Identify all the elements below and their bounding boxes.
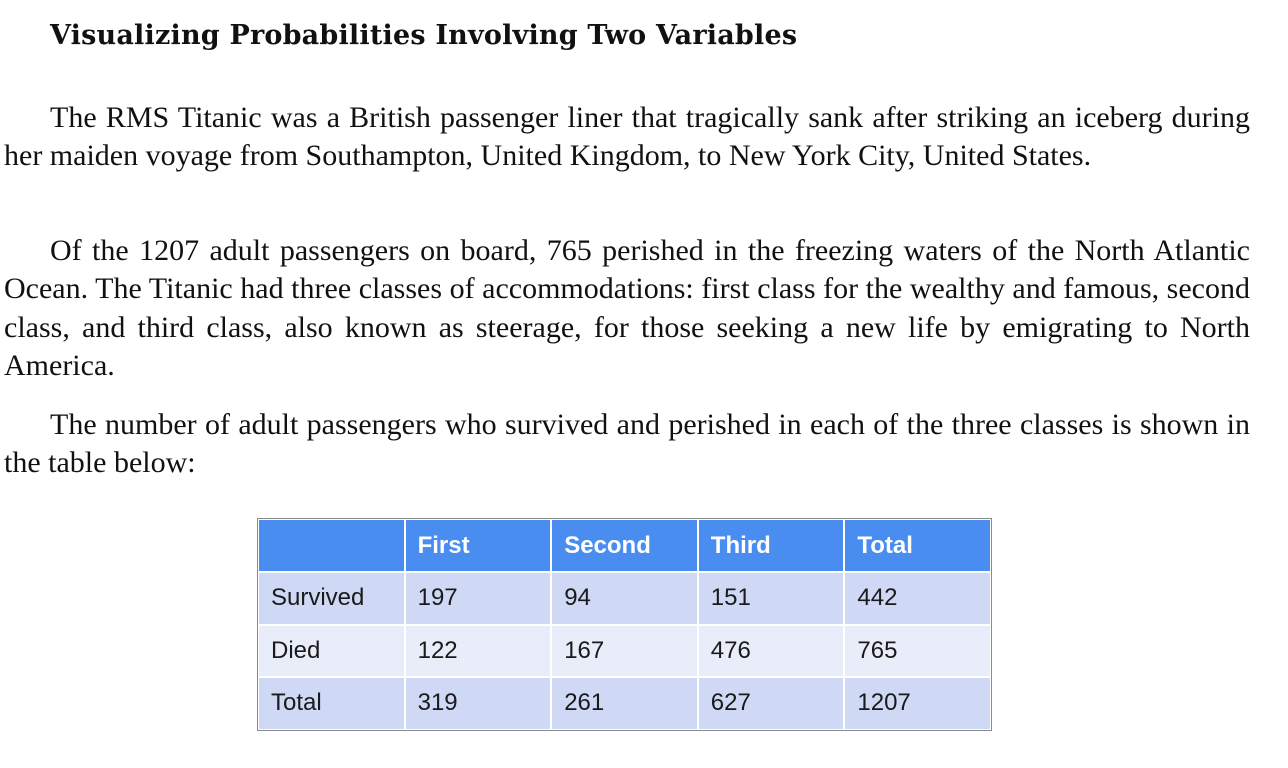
table-row-total: Total 319 261 627 1207 (259, 678, 990, 729)
table-cell: 122 (405, 625, 551, 676)
table-cell: 442 (845, 573, 990, 624)
table-cell: 319 (405, 678, 551, 729)
row-label-survived: Survived (259, 573, 404, 624)
table-cell: 167 (552, 625, 697, 676)
paragraph-titanic-intro: The RMS Titanic was a British passenger … (4, 101, 1250, 173)
header-cell-first: First (405, 520, 551, 571)
header-cell-empty (259, 520, 404, 571)
table-cell: 94 (552, 573, 697, 624)
table-row-died: Died 122 167 476 765 (259, 625, 990, 676)
survival-table-container: First Second Third Total Survived 197 94… (257, 518, 992, 731)
table-cell: 261 (552, 678, 697, 729)
table-cell: 1207 (845, 678, 990, 729)
row-label-total: Total (259, 678, 404, 729)
header-cell-second: Second (552, 520, 697, 571)
paragraph-table-intro: The number of adult passengers who survi… (4, 408, 1250, 480)
table-row-survived: Survived 197 94 151 442 (259, 573, 990, 624)
table-cell: 765 (845, 625, 990, 676)
row-label-died: Died (259, 625, 404, 676)
document-title: Visualizing Probabilities Involving Two … (50, 20, 798, 51)
survival-table: First Second Third Total Survived 197 94… (257, 518, 992, 731)
table-cell: 197 (405, 573, 551, 624)
header-cell-total: Total (845, 520, 990, 571)
table-cell: 151 (698, 573, 844, 624)
paragraph-passenger-classes: Of the 1207 adult passengers on board, 7… (4, 234, 1250, 382)
table-cell: 627 (698, 678, 844, 729)
header-cell-third: Third (698, 520, 844, 571)
table-header-row: First Second Third Total (259, 520, 990, 571)
table-cell: 476 (698, 625, 844, 676)
